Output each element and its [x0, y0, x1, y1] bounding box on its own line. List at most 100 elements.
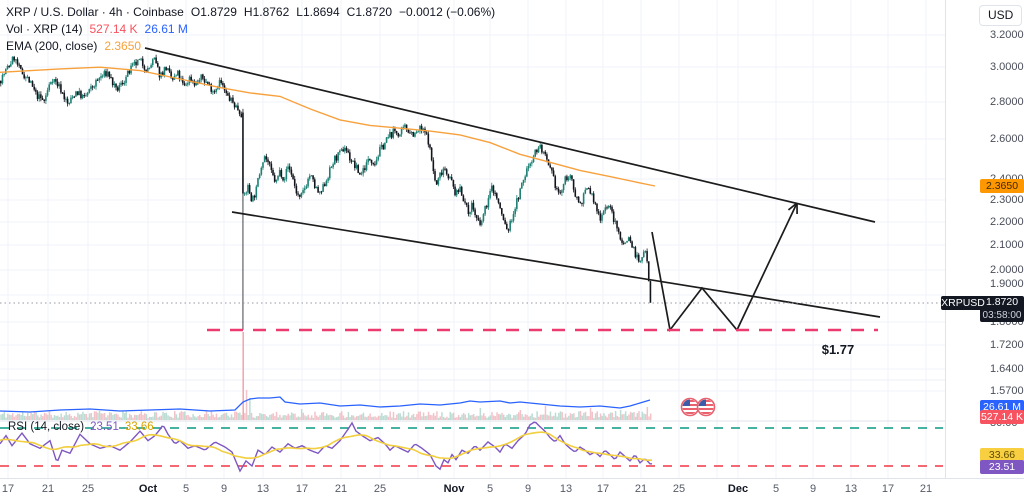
- volume-bar: [516, 413, 518, 420]
- volume-bar: [97, 412, 99, 420]
- flag-canton: [682, 399, 690, 406]
- rsi-ma-badge: 33.66: [980, 448, 1024, 462]
- volume-bar: [163, 412, 166, 420]
- volume-bar: [197, 416, 199, 420]
- candle-body: [572, 179, 575, 190]
- candle-body: [390, 131, 393, 138]
- volume-bar: [302, 412, 305, 420]
- volume-ma-line: [0, 396, 651, 413]
- time-axis[interactable]: 17 21 25 Oct 5 9 13 17 21 25 Nov 5 9 13 17 21 25 Dec 5 9 13 1…: [0, 478, 1024, 500]
- volume-bar: [194, 416, 196, 420]
- volume-bar: [35, 412, 37, 420]
- candle-body: [322, 184, 324, 192]
- volume-bar: [118, 416, 121, 420]
- volume-bar: [329, 414, 331, 420]
- candle-body: [384, 142, 386, 150]
- price-tick-label: 2.2000: [990, 216, 1024, 228]
- candle-body: [323, 184, 326, 186]
- volume-bar: [170, 417, 173, 420]
- candle-body: [579, 202, 582, 204]
- volume-bar: [482, 413, 485, 420]
- volume-bar: [172, 417, 174, 420]
- volume-bar: [631, 412, 634, 420]
- candle-body: [116, 87, 119, 91]
- candle-body: [41, 98, 44, 101]
- volume-bar: [499, 414, 502, 420]
- volume-bar: [502, 414, 505, 420]
- candle-body: [612, 211, 615, 222]
- candle-body: [106, 71, 109, 77]
- volume-bar: [551, 416, 553, 420]
- volume-bar: [178, 412, 181, 420]
- volume-bar: [259, 412, 261, 420]
- candle-body: [501, 208, 503, 215]
- volume-bar: [135, 415, 138, 420]
- volume-bar: [379, 415, 381, 420]
- price-axis[interactable]: USD 3.20003.00002.80002.60002.40002.3000…: [945, 0, 1024, 478]
- volume-bar: [249, 398, 251, 420]
- volume-indicator-row[interactable]: Vol · XRP (14) 527.14 K 26.61 M: [6, 21, 502, 37]
- rsi-indicator-row[interactable]: RSI (14, close) 23.51 33.66: [8, 421, 160, 433]
- candle-body: [385, 137, 388, 143]
- volume-bar: [337, 416, 340, 420]
- candle-body: [303, 188, 306, 191]
- time-tick-label: 9: [524, 483, 532, 495]
- candle-body: [218, 80, 221, 88]
- symbol-title[interactable]: XRP / U.S. Dollar · 4h · Coinbase: [6, 5, 184, 19]
- volume-bar: [579, 411, 582, 420]
- volume-bar: [534, 417, 537, 420]
- candle-body: [345, 147, 348, 151]
- candle-body: [616, 220, 618, 229]
- candle-body: [213, 91, 216, 93]
- volume-bar: [269, 414, 271, 420]
- candle-body: [594, 202, 597, 204]
- candle-body: [419, 125, 421, 132]
- candle-body: [485, 206, 488, 208]
- candle-body: [317, 187, 319, 193]
- volume-bar: [519, 410, 522, 420]
- volume-bar: [184, 411, 186, 420]
- ema-indicator-label[interactable]: EMA (200, close): [6, 39, 98, 53]
- candle-body: [455, 190, 458, 196]
- candle-body: [622, 242, 625, 244]
- time-tick-label: 13: [844, 483, 858, 495]
- volume-bar: [361, 414, 363, 420]
- volume-bar: [10, 415, 12, 420]
- candle-body: [444, 168, 446, 170]
- ema-indicator-row[interactable]: EMA (200, close) 2.3650: [6, 38, 502, 54]
- currency-toggle-button[interactable]: USD: [979, 5, 1023, 26]
- volume-value: 527.14 K: [89, 22, 138, 36]
- time-tick-label: 5: [182, 483, 190, 495]
- candle-body: [187, 83, 189, 85]
- volume-bar: [589, 408, 592, 420]
- candle-body: [277, 175, 279, 180]
- candle-body: [607, 206, 610, 208]
- volume-bar: [202, 417, 204, 420]
- volume-bar: [145, 414, 148, 420]
- ema-value: 2.3650: [104, 39, 142, 53]
- candle-body: [95, 79, 97, 87]
- candle-body: [549, 165, 552, 168]
- volume-bar: [160, 415, 163, 420]
- candle-body: [559, 192, 562, 194]
- volume-indicator-label[interactable]: Vol · XRP (14): [6, 22, 83, 36]
- volume-bar: [419, 411, 421, 420]
- bar-countdown: 03:58:00: [982, 310, 1022, 321]
- candle-body: [257, 177, 259, 187]
- candle-body: [445, 169, 448, 175]
- rsi-indicator-label[interactable]: RSI (14, close): [8, 421, 85, 433]
- candle-body: [327, 178, 329, 181]
- symbol-row[interactable]: XRP / U.S. Dollar · 4h · Coinbase O1.8729…: [6, 4, 502, 20]
- volume-bar: [639, 417, 642, 420]
- last-price-value: 1.8720: [985, 296, 1019, 308]
- volume-bar: [509, 414, 512, 420]
- volume-bar: [43, 412, 46, 420]
- volume-bar: [112, 414, 114, 420]
- candle-body: [514, 208, 516, 215]
- volume-bar: [377, 415, 380, 420]
- volume-bar: [255, 416, 258, 420]
- volume-bar: [581, 415, 583, 420]
- candle-body: [121, 82, 124, 85]
- time-tick-label: 21: [634, 483, 648, 495]
